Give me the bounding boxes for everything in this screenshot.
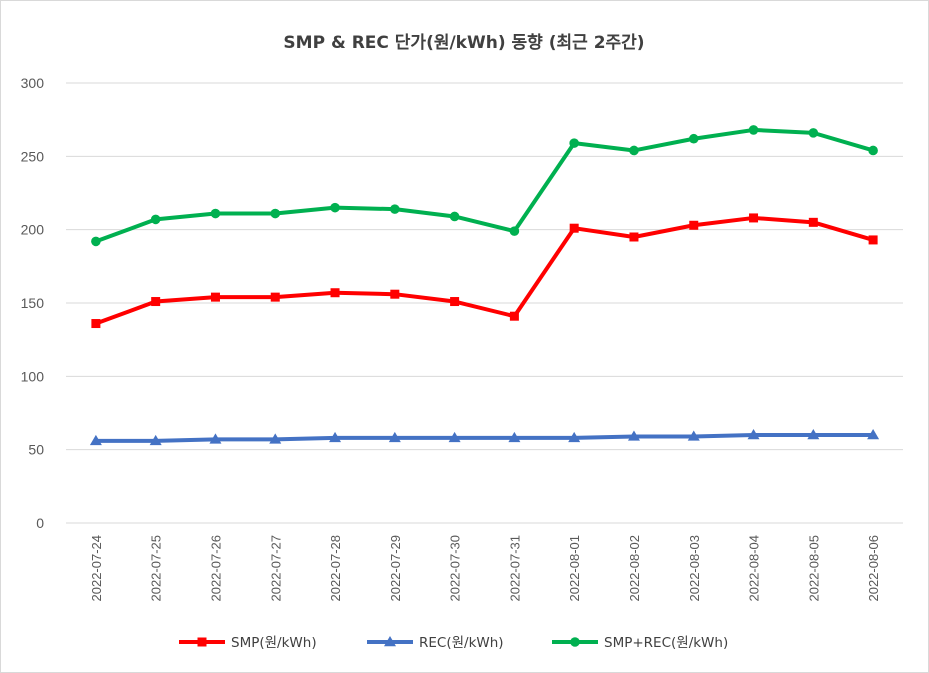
data-point bbox=[508, 431, 521, 443]
data-point bbox=[329, 431, 342, 443]
data-point bbox=[748, 125, 759, 135]
data-point bbox=[509, 311, 519, 321]
data-point bbox=[210, 208, 221, 219]
data-point bbox=[509, 226, 520, 236]
legend-label: SMP+REC(원/kWh) bbox=[604, 635, 728, 651]
data-point bbox=[209, 433, 222, 444]
chart-title: SMP & REC 단가(원/kWh) 동향 (최근 2주간) bbox=[283, 32, 644, 53]
data-point bbox=[687, 430, 700, 441]
y-tick-label: 200 bbox=[21, 222, 45, 238]
y-tick-label: 250 bbox=[21, 148, 45, 164]
legend: SMP(원/kWh) REC(원/kWh) SMP+REC(원/kWh) bbox=[179, 635, 728, 651]
data-point bbox=[689, 220, 699, 230]
legend-label: SMP(원/kWh) bbox=[231, 635, 317, 651]
y-tick-label: 300 bbox=[21, 75, 45, 91]
data-point bbox=[450, 297, 460, 307]
series-2 bbox=[91, 125, 878, 247]
data-point bbox=[629, 232, 639, 242]
data-point bbox=[390, 289, 400, 299]
x-tick-label: 2022-08-03 bbox=[687, 535, 702, 602]
data-point bbox=[629, 145, 639, 156]
data-point bbox=[270, 292, 280, 302]
y-tick-label: 0 bbox=[36, 515, 44, 531]
x-tick-label: 2022-07-26 bbox=[208, 535, 223, 602]
x-tick-label: 2022-07-27 bbox=[268, 535, 283, 602]
y-axis-ticks: 0 50 100 150 200 250 300 bbox=[21, 75, 45, 531]
data-point bbox=[151, 297, 161, 307]
data-point bbox=[330, 288, 340, 298]
data-point bbox=[448, 431, 461, 443]
data-point bbox=[868, 145, 878, 156]
data-point bbox=[627, 430, 640, 441]
data-point bbox=[569, 138, 579, 148]
data-point bbox=[449, 211, 460, 222]
x-axis-ticks: 2022-07-24 2022-07-25 2022-07-26 2022-07-27… bbox=[89, 535, 881, 602]
data-point bbox=[91, 319, 101, 329]
data-point bbox=[747, 429, 760, 440]
data-point bbox=[808, 217, 818, 227]
data-point bbox=[390, 204, 400, 214]
x-tick-label: 2022-08-02 bbox=[627, 535, 642, 602]
series-line bbox=[93, 215, 876, 326]
x-tick-label: 2022-07-29 bbox=[388, 535, 403, 602]
legend-item-2: SMP+REC(원/kWh) bbox=[552, 635, 728, 651]
y-tick-label: 100 bbox=[21, 368, 45, 384]
legend-marker bbox=[384, 636, 396, 647]
x-tick-label: 2022-07-30 bbox=[448, 535, 463, 602]
legend-item-0: SMP(원/kWh) bbox=[179, 635, 317, 651]
series bbox=[89, 125, 880, 446]
x-tick-label: 2022-08-01 bbox=[567, 535, 582, 602]
data-point bbox=[270, 208, 281, 219]
gridlines bbox=[66, 82, 903, 524]
x-tick-label: 2022-07-31 bbox=[507, 535, 522, 602]
x-tick-label: 2022-07-24 bbox=[89, 535, 104, 602]
legend-label: REC(원/kWh) bbox=[419, 635, 504, 651]
y-tick-label: 150 bbox=[21, 295, 45, 311]
data-point bbox=[749, 213, 759, 223]
data-point bbox=[868, 235, 878, 245]
series-0 bbox=[91, 213, 878, 329]
data-point bbox=[807, 429, 820, 440]
data-point bbox=[569, 223, 579, 233]
series-line bbox=[93, 127, 876, 244]
y-tick-label: 50 bbox=[28, 442, 44, 458]
x-tick-label: 2022-08-04 bbox=[747, 535, 762, 602]
data-point bbox=[210, 292, 220, 302]
data-point bbox=[149, 434, 162, 446]
data-point bbox=[91, 236, 101, 247]
x-tick-label: 2022-07-25 bbox=[149, 535, 164, 602]
data-point bbox=[269, 433, 282, 444]
x-tick-label: 2022-08-06 bbox=[866, 535, 881, 602]
legend-marker bbox=[197, 637, 207, 647]
legend-item-1: REC(원/kWh) bbox=[367, 635, 504, 651]
x-tick-label: 2022-08-05 bbox=[806, 535, 821, 602]
data-point bbox=[867, 429, 880, 440]
legend-marker bbox=[570, 637, 580, 647]
x-tick-label: 2022-07-28 bbox=[328, 535, 343, 602]
data-point bbox=[150, 214, 161, 225]
data-point bbox=[568, 431, 581, 443]
data-point bbox=[688, 133, 699, 144]
data-point bbox=[330, 202, 340, 213]
data-point bbox=[388, 431, 401, 443]
series-1 bbox=[89, 429, 880, 446]
series-line bbox=[93, 433, 876, 443]
data-point bbox=[808, 128, 819, 138]
data-point bbox=[89, 434, 102, 446]
